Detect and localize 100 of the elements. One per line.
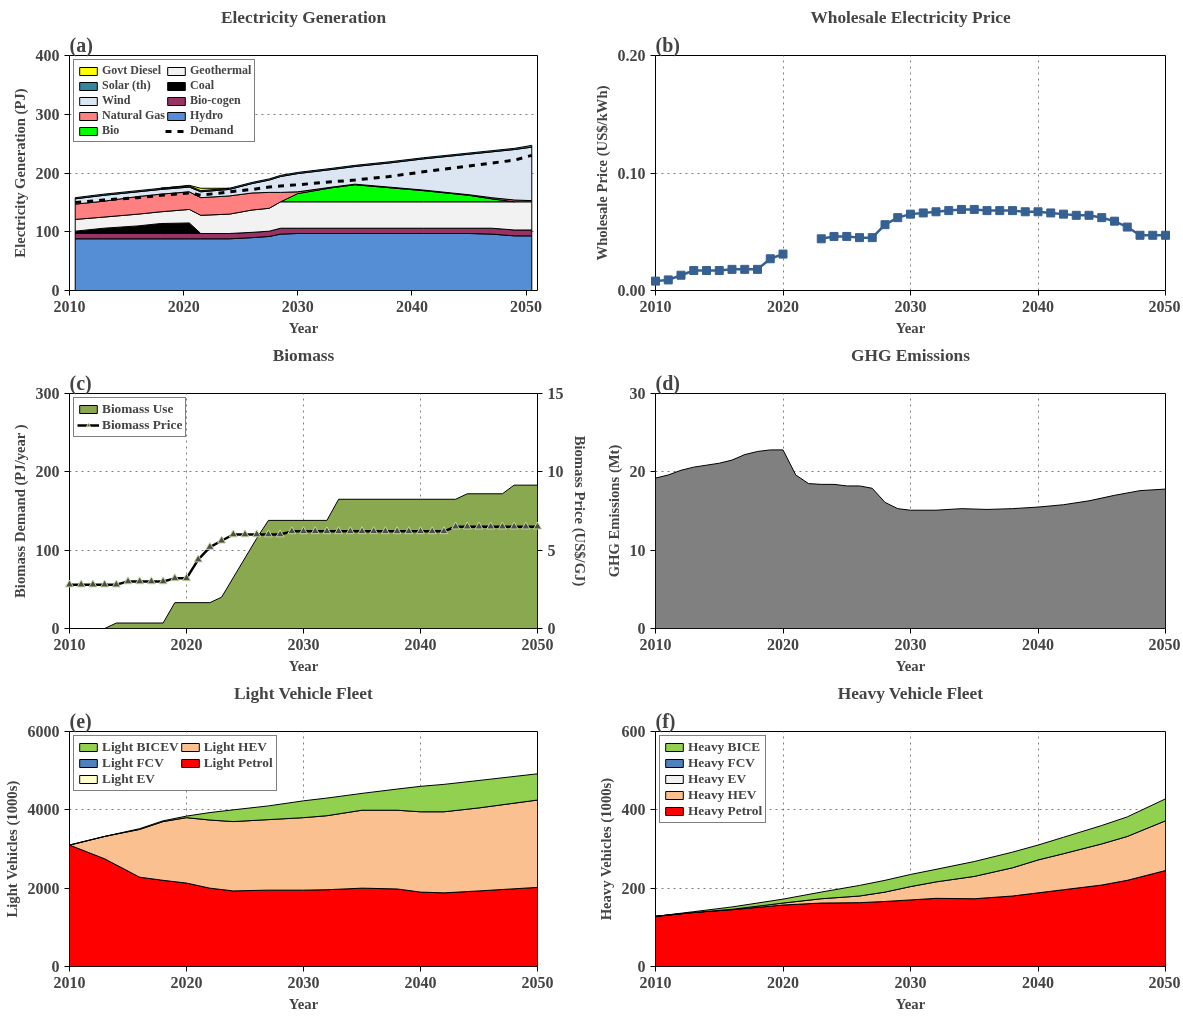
y2-tick-label: 0 (547, 620, 556, 637)
y-axis-title: Biomass Demand (PJ/year ) (11, 424, 29, 598)
x-tick-label: 2040 (404, 973, 437, 991)
y-axis-title: Heavy Vehicles (1000s) (597, 777, 615, 921)
x-tick-label: 2030 (894, 297, 927, 315)
legend-label: Demand (190, 123, 234, 138)
y-tick-label: 600 (621, 723, 646, 740)
y-tick-label: 300 (35, 385, 60, 402)
x-tick-label: 2040 (1022, 973, 1054, 991)
x-tick-label: 2020 (767, 297, 799, 315)
y-tick-label: 30 (629, 385, 646, 402)
x-tick-label: 2010 (639, 973, 672, 991)
x-tick-label: 2020 (170, 635, 203, 653)
legend-label: Light FCV (102, 755, 164, 771)
legend-label: Bio (102, 123, 121, 138)
x-tick-label: 2050 (510, 297, 543, 315)
x-axis-title: Year (288, 995, 319, 1012)
x-tick-label: 2020 (167, 297, 200, 315)
x-tick-label: 2030 (894, 635, 927, 653)
x-tick-label: 2040 (1022, 635, 1054, 653)
y-tick-label: 100 (35, 541, 60, 559)
legend-label: Heavy Petrol (688, 803, 763, 819)
x-axis-title: Year (895, 657, 926, 674)
legend-label: Biomass Use (102, 401, 174, 417)
x-tick-label: 2040 (404, 635, 437, 653)
legend-label: Bio-cogen (190, 93, 241, 108)
x-tick-label: 2010 (53, 297, 86, 315)
y2-axis-title: Biomass Price (US$/GJ) (570, 435, 588, 587)
x-tick-label: 2050 (521, 635, 554, 653)
legend-label: Heavy FCV (688, 755, 755, 771)
x-tick-label: 2050 (1148, 973, 1181, 991)
legend-label: Light HEV (203, 739, 267, 755)
legend-label: Wind (102, 93, 131, 108)
y2-tick-label: 5 (547, 541, 556, 559)
x-axis-title: Year (288, 319, 319, 336)
y-tick-label: 400 (35, 47, 60, 64)
y-tick-label: 0.20 (617, 47, 646, 64)
x-axis-title: Year (288, 657, 319, 674)
y-tick-label: 0 (637, 620, 646, 637)
y-tick-label: 200 (35, 463, 60, 481)
x-tick-label: 2020 (170, 973, 203, 991)
x-tick-label: 2030 (287, 973, 320, 991)
x-tick-label: 2030 (287, 635, 320, 653)
y-tick-label: 6000 (27, 723, 60, 740)
legend-label: Light EV (102, 771, 155, 787)
y2-tick-label: 10 (547, 463, 564, 481)
x-tick-label: 2010 (639, 635, 672, 653)
y-tick-label: 0 (637, 958, 646, 975)
text: (a) (69, 33, 93, 57)
chart-title: Wholesale Electricity Price (810, 7, 1011, 27)
x-tick-label: 2050 (1148, 297, 1181, 315)
x-tick-label: 2040 (1022, 297, 1054, 315)
chart-title: Biomass (272, 345, 335, 365)
annotation: (f) (655, 709, 676, 733)
legend-label: Heavy BICE (688, 739, 761, 755)
x-tick-label: 2010 (53, 973, 86, 991)
legend-label: Heavy EV (688, 771, 747, 787)
chart-title: Light Vehicle Fleet (234, 683, 373, 703)
annotation: (d) (655, 371, 680, 395)
y2-tick-label: 15 (547, 385, 564, 402)
legend-label: Light Petrol (203, 755, 273, 771)
y-tick-label: 300 (35, 105, 60, 123)
y-axis-title: Wholesale Price (US$/kWh) (593, 85, 611, 261)
legend-label: Govt Diesel (102, 63, 161, 78)
y-tick-label: 400 (621, 801, 646, 819)
x-tick-label: 2020 (767, 635, 799, 653)
y-tick-label: 0.10 (617, 164, 646, 182)
legend-label: Geothermal (190, 63, 252, 78)
chart-title: GHG Emissions (851, 345, 971, 365)
x-tick-label: 2050 (1148, 635, 1181, 653)
x-tick-label: 2020 (767, 973, 799, 991)
legend-label: Solar (th) (102, 78, 151, 93)
y-tick-label: 200 (621, 879, 646, 897)
chart-title: Heavy Vehicle Fleet (837, 683, 984, 703)
x-tick-label: 2010 (53, 635, 86, 653)
y-tick-label: 2000 (27, 879, 60, 897)
y-tick-label: 200 (35, 164, 60, 182)
y-tick-label: 0 (51, 620, 60, 637)
y-axis-title: Light Vehicles (1000s) (3, 780, 21, 918)
x-tick-label: 2010 (639, 297, 672, 315)
legend-label: Coal (190, 78, 214, 93)
y-tick-label: 4000 (27, 801, 60, 819)
y-tick-label: 10 (629, 541, 646, 559)
text: (b) (655, 33, 680, 57)
legend-label: Natural Gas (102, 108, 165, 123)
x-tick-label: 2050 (521, 973, 554, 991)
y-tick-label: 0.00 (617, 282, 646, 299)
y-axis-title: Electricity Generation (PJ) (11, 88, 29, 258)
x-axis-title: Year (895, 319, 926, 336)
x-tick-label: 2040 (395, 297, 428, 315)
y-tick-label: 0 (51, 282, 60, 299)
legend-label: Heavy HEV (688, 787, 757, 803)
x-axis-title: Year (895, 995, 926, 1012)
x-tick-label: 2030 (894, 973, 927, 991)
legend-label: Hydro (190, 108, 224, 123)
y-tick-label: 100 (35, 223, 60, 241)
y-tick-label: 20 (629, 463, 646, 481)
annotation: (c) (69, 371, 92, 395)
x-tick-label: 2030 (281, 297, 314, 315)
y-tick-label: 0 (51, 958, 60, 975)
